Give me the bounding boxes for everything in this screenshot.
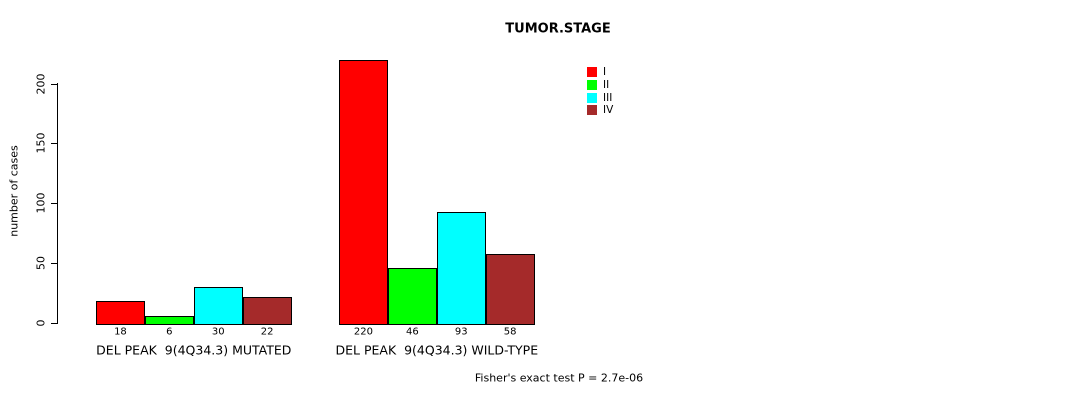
bar-iv-group1 — [243, 297, 292, 325]
bar-ii-group2 — [388, 268, 437, 325]
bar-value-label: 46 — [405, 326, 419, 338]
y-axis-tick — [51, 143, 58, 144]
legend-label: IV — [603, 104, 614, 116]
y-axis-tick — [51, 263, 58, 264]
bar-value-label: 30 — [211, 326, 225, 338]
y-axis-tick-label: 100 — [34, 192, 48, 214]
x-category-label: DEL PEAK 9(4Q34.3) WILD-TYPE — [335, 342, 539, 358]
bar-value-label: 220 — [353, 326, 373, 338]
legend-swatch-iv — [587, 105, 597, 115]
bar-i-group1 — [96, 301, 145, 325]
x-category-label: DEL PEAK 9(4Q34.3) MUTATED — [96, 342, 292, 358]
y-axis-tick — [51, 84, 58, 85]
bar-i-group2 — [339, 60, 388, 325]
legend-label: I — [603, 66, 607, 78]
bar-value-label: 58 — [503, 326, 517, 338]
bar-value-label: 22 — [260, 326, 274, 338]
y-axis-tick-label: 0 — [34, 319, 48, 327]
y-axis-tick — [51, 323, 58, 324]
y-axis-tick-label: 200 — [34, 73, 48, 95]
bar-value-label: 6 — [166, 326, 173, 338]
y-axis-title: number of cases — [7, 145, 21, 237]
chart-title: TUMOR.STAGE — [505, 21, 611, 37]
y-axis-tick — [51, 203, 58, 204]
bar-iii-group1 — [194, 287, 243, 325]
bar-value-label: 18 — [114, 326, 127, 338]
legend-label: II — [603, 79, 610, 91]
y-axis-tick-label: 150 — [34, 132, 48, 154]
legend-label: III — [603, 92, 613, 104]
bar-ii-group1 — [145, 316, 194, 325]
stat-test-annotation: Fisher's exact test P = 2.7e-06 — [474, 371, 644, 385]
legend-swatch-iii — [587, 93, 597, 103]
bar-value-label: 93 — [454, 326, 468, 338]
bar-iii-group2 — [437, 212, 486, 325]
y-axis-tick-label: 50 — [34, 256, 48, 270]
legend-swatch-ii — [587, 80, 597, 90]
bar-iv-group2 — [486, 254, 535, 325]
legend-swatch-i — [587, 67, 597, 77]
